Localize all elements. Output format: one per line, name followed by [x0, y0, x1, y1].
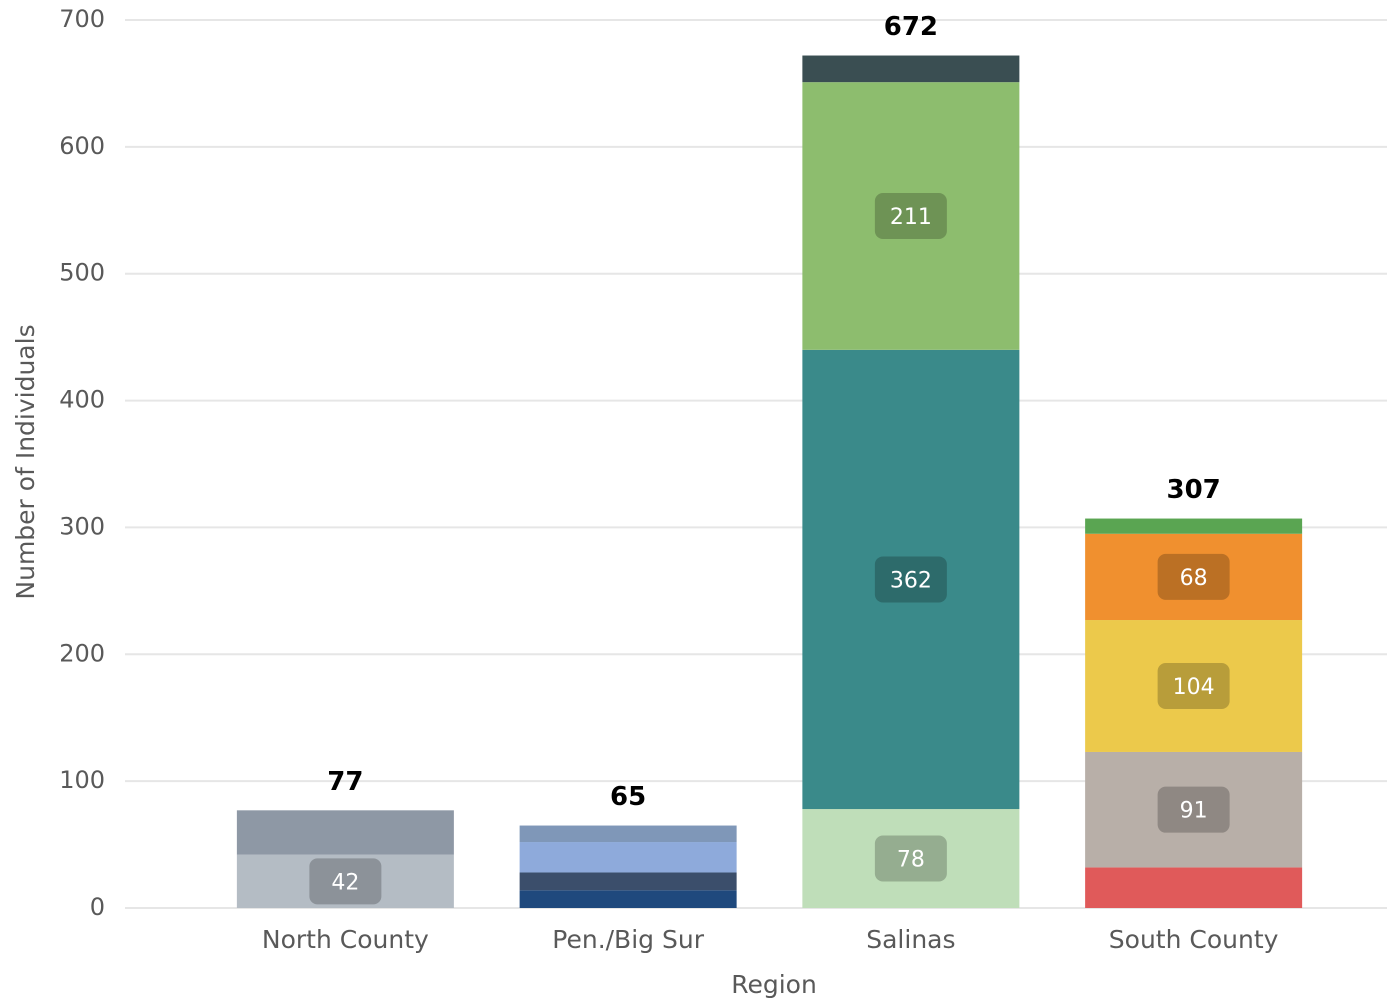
segment-label: 78 [897, 848, 925, 873]
y-tick-label: 400 [59, 386, 105, 414]
x-tick-label: North County [262, 925, 429, 954]
bar-segment [1085, 533, 1303, 621]
segment-label: 362 [890, 568, 932, 593]
label-badge [874, 192, 947, 239]
segment-label: 42 [331, 870, 359, 895]
segment-label: 91 [1180, 799, 1208, 824]
bar-segment [1085, 867, 1303, 908]
bar-segment [802, 82, 1020, 350]
bar-segment [1085, 751, 1303, 868]
y-axis-title: Number of Individuals [11, 324, 40, 599]
bar-segment [519, 890, 737, 908]
bar-segment [519, 842, 737, 873]
x-tick-label: Pen./Big Sur [552, 925, 704, 954]
segment-label: 68 [1180, 566, 1208, 591]
bar-segment [519, 825, 737, 843]
total-label: 77 [327, 767, 363, 797]
y-tick-label: 500 [59, 259, 105, 287]
total-label: 307 [1166, 475, 1220, 505]
y-tick-label: 700 [59, 5, 105, 33]
x-tick-label: Salinas [866, 925, 955, 954]
y-tick-label: 200 [59, 639, 105, 667]
y-tick-label: 100 [59, 766, 105, 794]
label-badge [1157, 663, 1230, 709]
bar-segment [1085, 620, 1303, 752]
segment-label: 211 [890, 205, 932, 230]
bar-segment [802, 809, 1020, 908]
y-tick-label: 300 [59, 512, 105, 540]
label-badge [309, 858, 382, 905]
total-label: 65 [610, 782, 646, 812]
label-badge [1157, 786, 1230, 833]
bar-segment [519, 872, 737, 891]
x-tick-label: South County [1109, 925, 1279, 954]
total-label: 672 [884, 12, 938, 42]
y-tick-label: 600 [59, 132, 105, 160]
bar-segment [236, 810, 454, 855]
label-badge [874, 835, 947, 882]
label-badge [1157, 553, 1230, 600]
bar-segment [802, 55, 1020, 83]
segment-label: 104 [1173, 675, 1215, 700]
label-badge [874, 556, 947, 603]
y-tick-label: 0 [90, 893, 105, 921]
bar-segment [802, 349, 1020, 810]
x-axis-title: Region [731, 970, 817, 999]
bar-segment [1085, 518, 1303, 534]
bar-segment [236, 854, 454, 908]
